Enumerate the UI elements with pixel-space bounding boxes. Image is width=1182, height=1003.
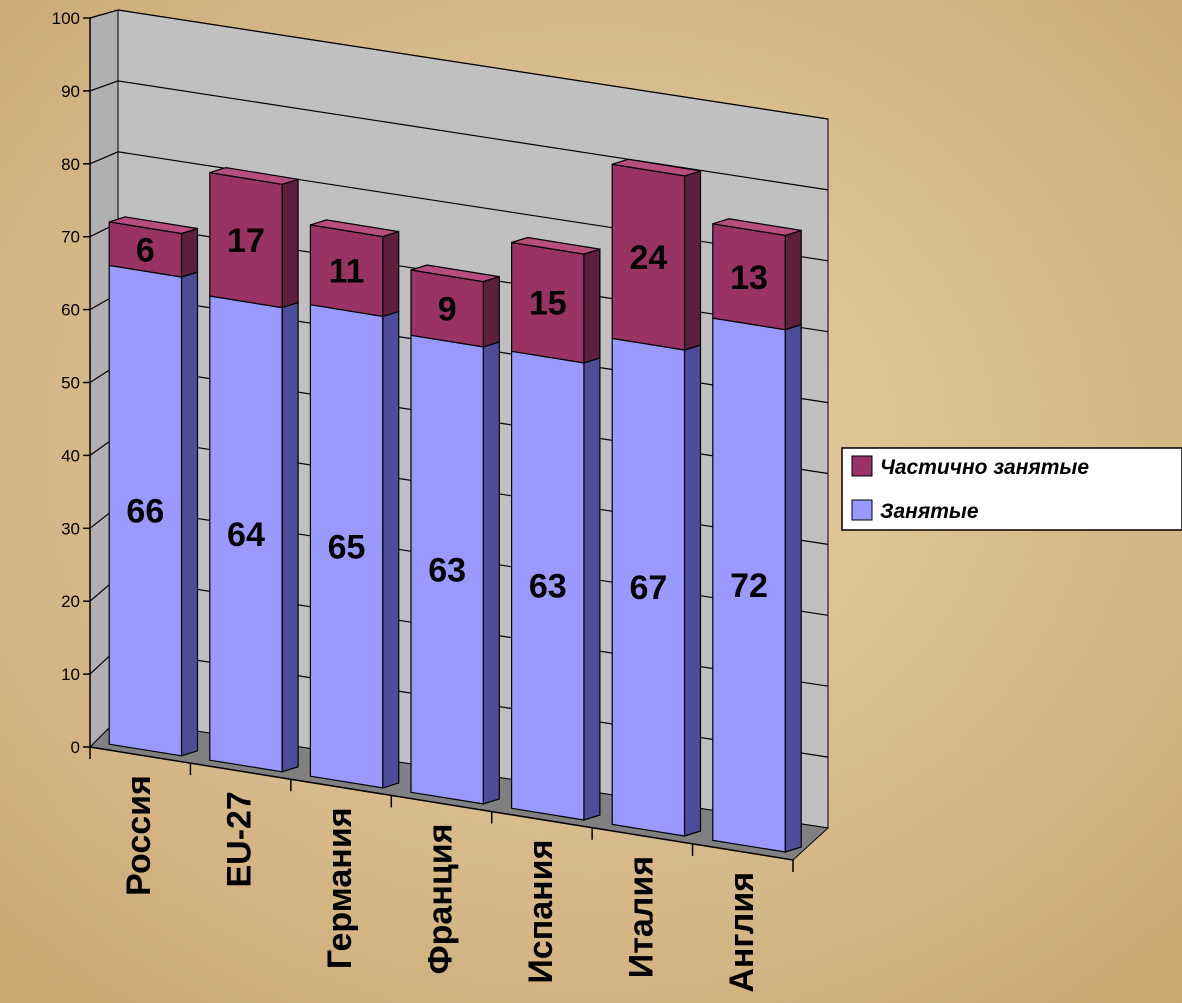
y-tick-label: 80 (61, 155, 80, 174)
bar-partial-top (712, 218, 802, 237)
legend-swatch-occupied (851, 499, 873, 521)
x-axis: Россия EU-27 Германия Франция Испания Италия А… (89, 746, 794, 993)
legend: Частично занятые Занятые (841, 447, 1182, 531)
bar-partial-top (511, 236, 601, 255)
data-label: 66 (126, 493, 164, 531)
bar-occupied-side (281, 301, 299, 773)
bar-partial-top (310, 219, 399, 238)
y-tick-label: 100 (52, 9, 80, 28)
data-label: 9 (438, 290, 457, 328)
y-tick-label: 30 (61, 519, 80, 538)
bar-partial-side (382, 230, 400, 318)
bar-partial-side (180, 227, 199, 278)
bar-occupied-side (482, 341, 500, 805)
legend-swatch-partial (851, 455, 873, 477)
x-tick-label: Германия (321, 807, 359, 969)
y-tick-label: 10 (61, 665, 80, 684)
gridline (89, 9, 829, 120)
x-axis-line (89, 746, 794, 861)
y-tick-label: 70 (61, 228, 80, 247)
x-tick-label: Франция (422, 824, 460, 975)
bar-partial-top (612, 158, 701, 177)
data-label: 72 (730, 567, 768, 605)
bar-occupied-side (180, 271, 199, 757)
data-label: 64 (227, 516, 265, 554)
legend-label-partial: Частично занятые (880, 456, 1089, 479)
data-label: 6 (136, 231, 155, 269)
data-label: 63 (428, 552, 466, 590)
bar-partial-side (683, 170, 702, 351)
data-label: 24 (629, 239, 667, 277)
data-label: 15 (529, 285, 567, 323)
bar-partial-side (583, 248, 601, 364)
gridline (89, 80, 829, 191)
bar-occupied-side (583, 357, 601, 821)
x-tick-label: Италия (622, 856, 660, 978)
bar-partial-side (281, 178, 299, 309)
legend-box (841, 447, 1182, 531)
x-tick-label: Россия (120, 775, 158, 896)
bar-occupied-side (382, 310, 400, 789)
x-tick-label: Англия (723, 872, 761, 993)
bar-occupied-side (784, 323, 802, 853)
legend-label-occupied: Занятые (880, 500, 979, 523)
data-label: 17 (227, 222, 265, 260)
y-tick-label: 60 (61, 301, 80, 320)
y-tick-label: 20 (61, 592, 80, 611)
x-tick-label: Испания (522, 840, 560, 984)
bar-occupied-side (683, 344, 702, 837)
y-tick-label: 0 (71, 738, 80, 757)
data-label: 63 (529, 568, 567, 606)
bar-partial-side (784, 229, 802, 331)
y-axis: 0 10 20 30 40 50 60 70 80 90 100 (52, 9, 91, 757)
bar-partial-top (209, 166, 299, 185)
y-tick-label: 90 (61, 82, 80, 101)
bar-partial-side (482, 275, 500, 348)
y-tick-label: 40 (61, 446, 80, 465)
x-tick-label: EU-27 (221, 791, 259, 887)
bar-partial-top (410, 264, 500, 283)
bar-partial-top (109, 216, 198, 235)
data-label: 67 (629, 569, 667, 607)
data-label: 13 (730, 259, 768, 297)
data-label: 65 (328, 528, 366, 566)
y-tick-label: 50 (61, 374, 80, 393)
data-label: 11 (329, 253, 365, 291)
gridline (89, 151, 829, 262)
